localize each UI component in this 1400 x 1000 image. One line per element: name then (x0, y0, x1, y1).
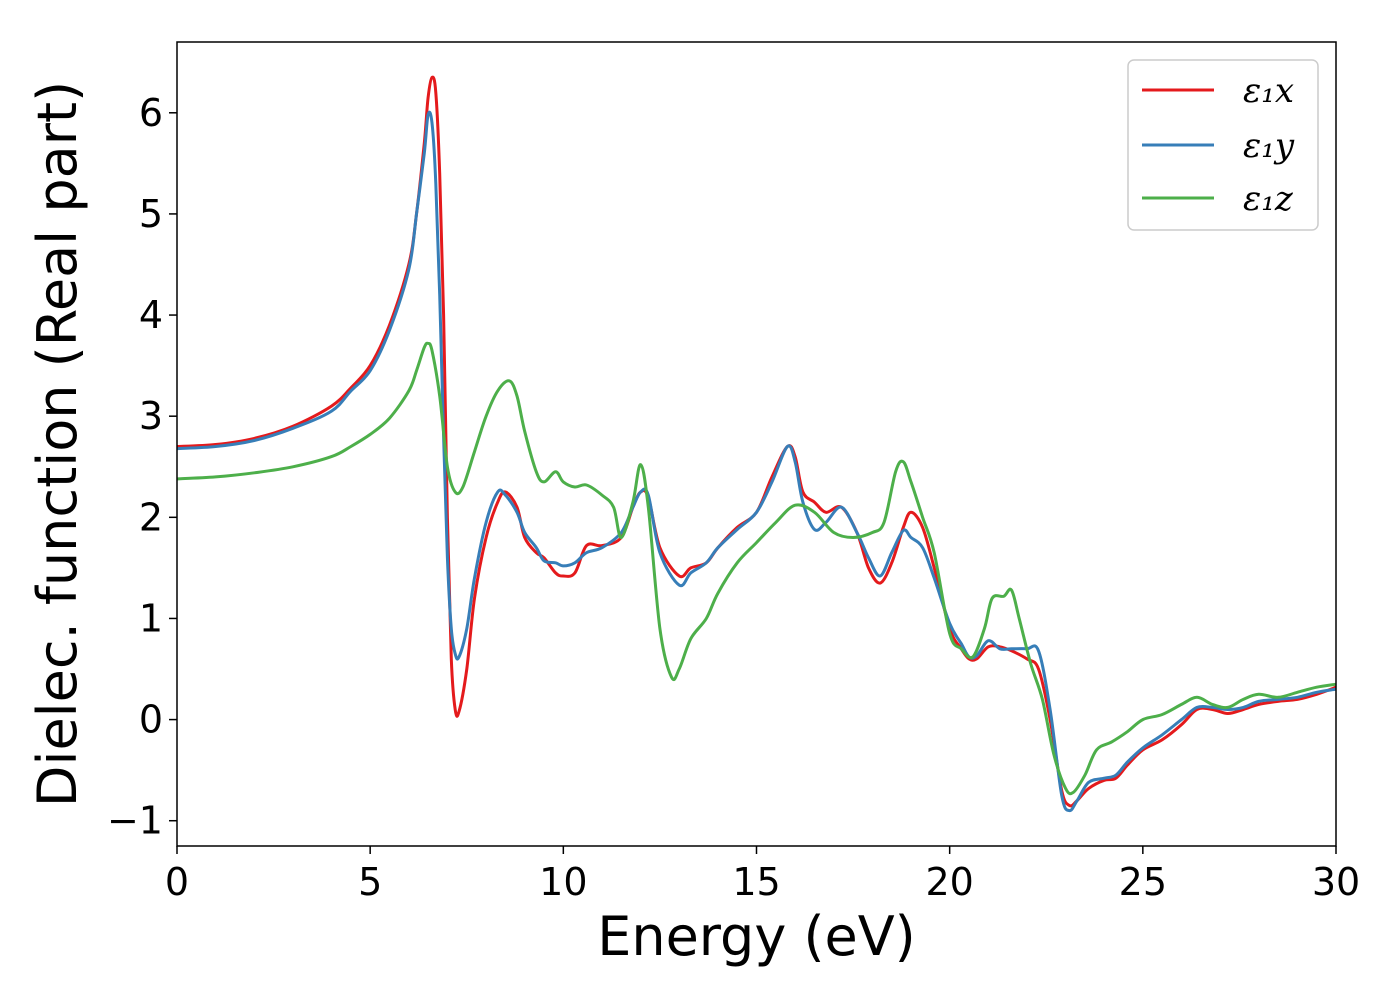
x-axis-label: Energy (eV) (597, 905, 916, 968)
legend-label-y: ε₁y (1243, 126, 1295, 166)
y-tick-label: 3 (139, 394, 163, 438)
y-tick-label: 6 (139, 91, 163, 135)
series-line-z (176, 341, 1337, 796)
y-tick-label: 1 (139, 596, 163, 640)
y-tick-label: 4 (139, 293, 163, 337)
series-layer (176, 75, 1337, 813)
x-tick-label: 15 (732, 860, 780, 904)
x-tick-label: 25 (1119, 860, 1167, 904)
y-tick-label: 2 (139, 495, 163, 539)
series-line-y (176, 110, 1337, 813)
series-line-x (176, 75, 1337, 808)
legend-box (1127, 59, 1319, 231)
x-tick-label: 5 (358, 860, 382, 904)
y-axis-label: Dielec. function (Real part) (26, 81, 89, 807)
y-tick-label: 0 (139, 698, 163, 742)
x-tick-label: 30 (1312, 860, 1360, 904)
y-tick-label: −1 (107, 799, 163, 843)
legend: ε₁x ε₁y ε₁z (1127, 59, 1319, 231)
y-tick-label: 5 (139, 192, 163, 236)
x-tick-label: 0 (165, 860, 189, 904)
x-tick-label: 20 (925, 860, 973, 904)
y-axis-ticks: −1 0 1 2 3 4 5 6 (107, 91, 177, 843)
legend-label-z: ε₁z (1243, 179, 1294, 219)
legend-label-x: ε₁x (1243, 71, 1294, 111)
x-tick-label: 10 (539, 860, 587, 904)
x-axis-ticks: 0 5 10 15 20 25 30 (165, 846, 1360, 904)
